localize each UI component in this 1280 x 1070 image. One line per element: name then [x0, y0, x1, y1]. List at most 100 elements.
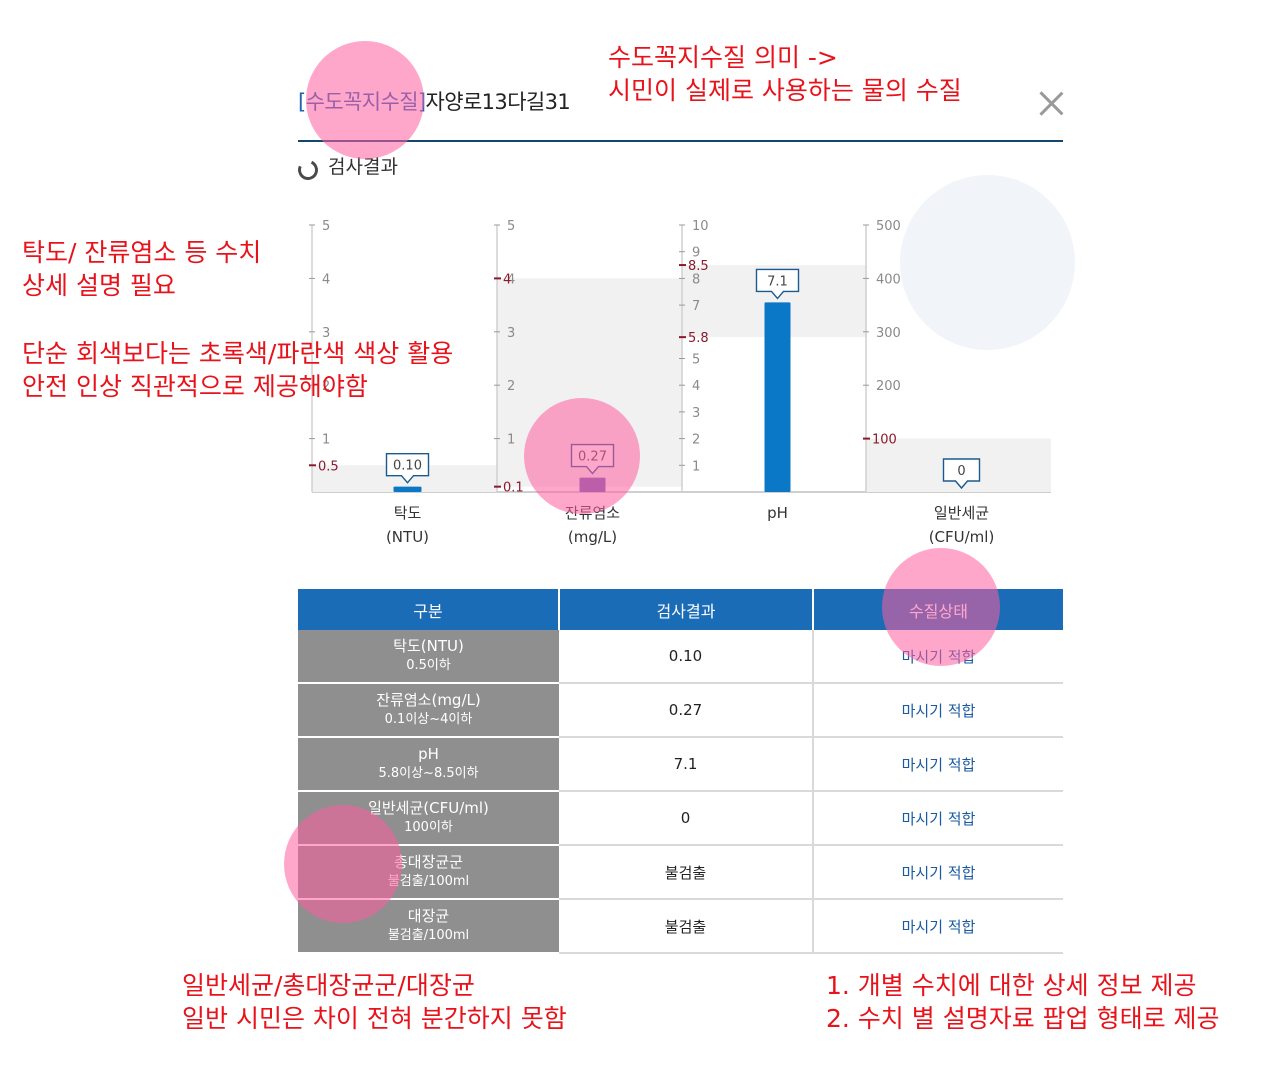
row-status: 마시기 적합: [813, 899, 1063, 954]
value-label: 0.27: [578, 450, 607, 465]
category-unit: (mg/L): [567, 528, 618, 546]
y-tick-label: 4: [692, 379, 700, 394]
category-label: 탁도 (NTU): [338, 501, 478, 549]
y-tick-label: 4: [322, 272, 330, 287]
limit-label: 4: [503, 272, 511, 287]
table-row: 탁도(NTU) 0.5이하 0.10 마시기 적합: [298, 630, 1063, 684]
annotation-line: 수도꼭지수질 의미 ->: [608, 43, 838, 72]
value-callout: [385, 452, 430, 484]
row-name: 총대장균군: [393, 853, 463, 871]
category-name: 탁도: [393, 504, 422, 522]
row-standard: 불검출/100ml: [387, 928, 470, 943]
row-standard: 0.1이상~4이하: [384, 712, 473, 727]
row-standard: 0.5이하: [406, 658, 451, 673]
category-unit: (NTU): [385, 528, 430, 546]
circle-arrow-icon: [295, 157, 321, 183]
row-label: 잔류염소(mg/L) 0.1이상~4이하: [298, 683, 559, 738]
y-tick-label: 3: [692, 406, 700, 421]
row-result: 7.1: [559, 737, 814, 792]
category-name: 잔류염소: [564, 504, 621, 522]
value-bar: [393, 486, 422, 492]
title-bracket-close: ]: [417, 90, 426, 114]
annotation-left: 탁도/ 잔류염소 등 수치 상세 설명 필요 단순 회색보다는 초록색/파란색 …: [22, 236, 453, 403]
y-tick-label: 3: [322, 326, 330, 341]
watermark-logo: [900, 175, 1075, 350]
category-label: pH: [708, 501, 848, 525]
value-callout: [942, 458, 981, 490]
row-status: 마시기 적합: [813, 791, 1063, 846]
annotation-top-right: 수도꼭지수질 의미 -> 시민이 실제로 사용하는 물의 수질: [608, 41, 962, 107]
row-status: 마시기 적합: [813, 683, 1063, 738]
annotation-line: 안전 인상 직관적으로 제공해야함: [22, 372, 368, 401]
header-result: 검사결과: [559, 589, 814, 630]
annotation-line: 1. 개별 수치에 대한 상세 정보 제공: [826, 971, 1197, 1000]
row-label: 일반세균(CFU/ml) 100이하: [298, 791, 559, 846]
limit-label: 5.8: [688, 331, 709, 346]
row-label: 총대장균군 불검출/100ml: [298, 845, 559, 900]
row-status: 마시기 적합: [813, 845, 1063, 900]
row-name: pH: [418, 745, 439, 763]
y-tick-label: 2: [692, 433, 700, 448]
y-tick-label: 10: [692, 219, 709, 234]
y-tick-label: 500: [876, 219, 901, 234]
table-row: 일반세균(CFU/ml) 100이하 0 마시기 적합: [298, 791, 1063, 846]
table-header-row: 구분 검사결과 수질상태: [298, 589, 1063, 630]
row-result: 0.27: [559, 683, 814, 738]
limit-label: 0.1: [503, 481, 524, 496]
y-tick-label: 4: [507, 272, 515, 287]
row-name: 일반세균(CFU/ml): [368, 799, 489, 817]
row-status: 마시기 적합: [813, 630, 1063, 684]
value-label: 0.10: [393, 459, 422, 474]
y-tick-label: 1: [507, 433, 515, 448]
value-label: 0: [957, 464, 965, 479]
value-bar: [764, 302, 791, 492]
category-label: 일반세균 (CFU/ml): [892, 501, 1032, 549]
annotation-bottom-right: 1. 개별 수치에 대한 상세 정보 제공 2. 수치 별 설명자료 팝업 형태…: [826, 969, 1220, 1035]
row-result: 불검출: [559, 899, 814, 954]
result-table: 구분 검사결과 수질상태 탁도(NTU) 0.5이하 0.10 마시기 적합 잔류염소(…: [298, 589, 1063, 954]
annotation-line: 2. 수치 별 설명자료 팝업 형태로 제공: [826, 1004, 1220, 1033]
row-label: 탁도(NTU) 0.5이하: [298, 630, 559, 684]
y-tick-label: 2: [507, 379, 515, 394]
annotation-line: 상세 설명 필요: [22, 271, 176, 300]
row-label: pH 5.8이상~8.5이하: [298, 737, 559, 792]
y-tick-label: 1: [322, 433, 330, 448]
table-row: 잔류염소(mg/L) 0.1이상~4이하 0.27 마시기 적합: [298, 683, 1063, 738]
table-row: pH 5.8이상~8.5이하 7.1 마시기 적합: [298, 737, 1063, 792]
row-name: 탁도(NTU): [393, 637, 464, 655]
row-name: 잔류염소(mg/L): [376, 691, 481, 709]
y-tick-label: 5: [507, 219, 515, 234]
annotation-line: 일반세균/총대장균군/대장균: [182, 971, 475, 1000]
row-name: 대장균: [407, 907, 450, 925]
header-status: 수질상태: [813, 589, 1063, 630]
y-tick-label: 1: [692, 459, 700, 474]
section-title: 검사결과: [328, 156, 398, 178]
y-tick-label: 7: [692, 299, 700, 314]
y-tick-label: 8: [692, 272, 700, 287]
annotation-line: 탁도/ 잔류염소 등 수치: [22, 238, 262, 267]
title-tag: 수도꼭지수질: [305, 90, 419, 114]
limit-label: 8.5: [688, 259, 709, 274]
row-standard: 5.8이상~8.5이하: [378, 766, 479, 781]
category-label: 잔류염소 (mg/L): [523, 501, 663, 549]
y-tick-label: 400: [876, 272, 901, 287]
y-tick-label: 200: [876, 379, 901, 394]
value-bar: [579, 477, 606, 492]
y-tick-label: 5: [322, 219, 330, 234]
annotation-line: 일반 시민은 차이 전혀 분간하지 못함: [182, 1004, 567, 1033]
page-title: [수도꼭지수질]자양로13다길31: [298, 86, 571, 116]
row-result: 0.10: [559, 630, 814, 684]
header-category: 구분: [298, 589, 560, 630]
title-address: 자양로13다길31: [425, 90, 571, 114]
value-label: 7.1: [767, 274, 788, 289]
row-result: 0: [559, 791, 814, 846]
row-result: 불검출: [559, 845, 814, 900]
annotation-line: 시민이 실제로 사용하는 물의 수질: [608, 76, 962, 105]
close-icon[interactable]: [1036, 88, 1066, 118]
y-tick-label: 9: [692, 246, 700, 261]
category-unit: (CFU/ml): [928, 528, 995, 546]
y-tick-label: 300: [876, 326, 901, 341]
y-tick-label: 5: [692, 353, 700, 368]
limit-label: 100: [872, 433, 897, 448]
